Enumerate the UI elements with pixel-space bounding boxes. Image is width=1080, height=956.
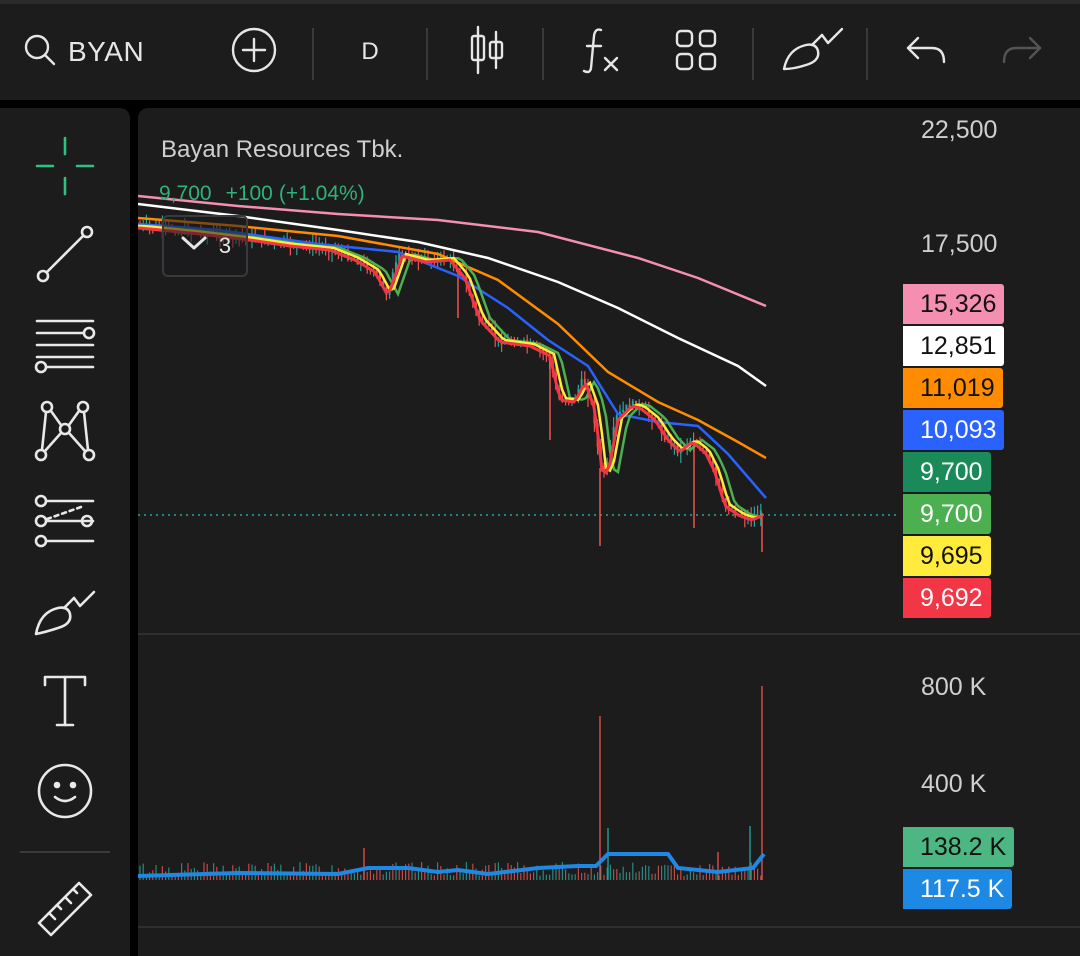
candle-body	[580, 378, 583, 390]
candle-body	[395, 262, 397, 273]
candle-body	[759, 510, 762, 517]
candle-body	[334, 249, 337, 252]
price-badge: 11,019	[903, 368, 1003, 408]
ma-blue-line	[138, 222, 767, 499]
candle-body	[379, 273, 381, 281]
symbol-search[interactable]: BYAN	[22, 4, 172, 100]
ma-orange-line	[138, 216, 767, 460]
prediction-icon	[33, 489, 97, 558]
layout-button[interactable]	[668, 4, 724, 100]
price-badge: 10,093	[903, 410, 1005, 450]
add-circle-icon	[230, 26, 278, 79]
indicators-count: 3	[218, 233, 232, 258]
last-price: 9,700	[159, 182, 212, 205]
candle-body	[625, 404, 628, 410]
price-badge: 12,851	[903, 326, 1005, 366]
crosshair-tool[interactable]	[25, 133, 105, 203]
ma-pink-line	[138, 194, 767, 308]
redo-button[interactable]	[994, 4, 1050, 100]
ruler-icon	[33, 877, 97, 946]
horizontal-lines-tool[interactable]	[25, 310, 105, 380]
toolbar-divider	[866, 28, 868, 80]
ma-white-line	[138, 202, 767, 388]
candle-body	[705, 450, 708, 454]
prediction-tool[interactable]	[25, 488, 105, 558]
trend-line-tool[interactable]	[25, 221, 105, 291]
price-badge: 9,700	[903, 452, 991, 492]
emoji-tool[interactable]	[25, 758, 105, 828]
emoji-icon	[35, 761, 95, 826]
add-symbol-button[interactable]	[226, 4, 282, 100]
brush-icon	[32, 582, 98, 645]
crosshair-icon	[33, 134, 97, 203]
brush-tool[interactable]	[25, 578, 105, 648]
candle-body	[583, 378, 586, 387]
indicators-collapse-button[interactable]: 3	[162, 215, 248, 277]
candlestick-icon	[467, 24, 507, 81]
top-toolbar: BYAN D	[0, 0, 1080, 100]
toolbar-divider	[752, 28, 754, 80]
price-axis-label: 17,500	[921, 230, 998, 258]
toolbar-divider	[542, 28, 544, 80]
volume-axis-label: 400 K	[921, 770, 987, 798]
timeframe-button[interactable]: D	[361, 38, 379, 65]
drawing-tools-sidebar	[0, 108, 130, 956]
price-badge: 9,695	[903, 536, 991, 576]
price-change-pct: (+1.04%)	[278, 182, 365, 205]
trend-line-icon	[33, 222, 97, 291]
symbol-label: BYAN	[68, 36, 145, 67]
chevron-down-icon	[179, 233, 209, 259]
candle-body	[708, 453, 711, 462]
redo-icon	[1000, 32, 1044, 73]
volume-axis-label: 800 K	[921, 673, 987, 701]
price-badge: 9,692	[903, 578, 991, 618]
drawing-button[interactable]	[778, 4, 848, 100]
candle-body	[484, 322, 487, 325]
text-tool[interactable]	[25, 668, 105, 738]
candle-body	[603, 465, 605, 472]
toolbar-divider	[312, 28, 314, 80]
search-icon	[22, 32, 58, 73]
candle-body	[628, 404, 631, 408]
price-change: +100	[225, 182, 273, 205]
brush-icon	[780, 25, 846, 80]
function-icon	[579, 24, 625, 81]
candle-body	[711, 461, 714, 467]
candle-body	[647, 408, 650, 416]
chart-type-button[interactable]	[462, 4, 512, 100]
price-badge: 9,700	[903, 494, 991, 534]
sidebar-divider	[20, 851, 110, 853]
volume-badge: 138.2 K	[903, 827, 1015, 867]
candle-body	[398, 252, 401, 263]
text-icon	[37, 671, 93, 736]
layout-grid-icon	[673, 27, 719, 78]
candle-body	[375, 270, 378, 274]
candle-body	[347, 251, 349, 260]
pattern-icon	[33, 399, 97, 468]
candle-body	[631, 400, 634, 408]
stock-name: Bayan Resources Tbk.	[161, 136, 404, 163]
undo-button[interactable]	[898, 4, 954, 100]
horizontal-lines-icon	[33, 311, 97, 380]
pane-divider	[138, 633, 1080, 635]
candle-body	[363, 261, 365, 264]
pane-divider	[138, 926, 1080, 928]
price-badge: 15,326	[903, 284, 1005, 324]
candle-body	[494, 330, 497, 339]
undo-icon	[904, 32, 948, 73]
candle-body	[542, 349, 545, 352]
price-summary: 9,700 +100 (+1.04%)	[159, 182, 379, 206]
toolbar-divider	[426, 28, 428, 80]
candle-body	[622, 409, 625, 412]
indicators-button[interactable]	[574, 4, 630, 100]
ruler-tool[interactable]	[25, 876, 105, 946]
volume-badge: 117.5 K	[903, 869, 1013, 909]
price-axis-label: 22,500	[921, 116, 998, 144]
volume-ma-line	[138, 852, 766, 878]
chart-panel[interactable]: Bayan Resources Tbk. 9,700 +100 (+1.04%) 3…	[138, 108, 1080, 956]
pattern-tool[interactable]	[25, 398, 105, 468]
